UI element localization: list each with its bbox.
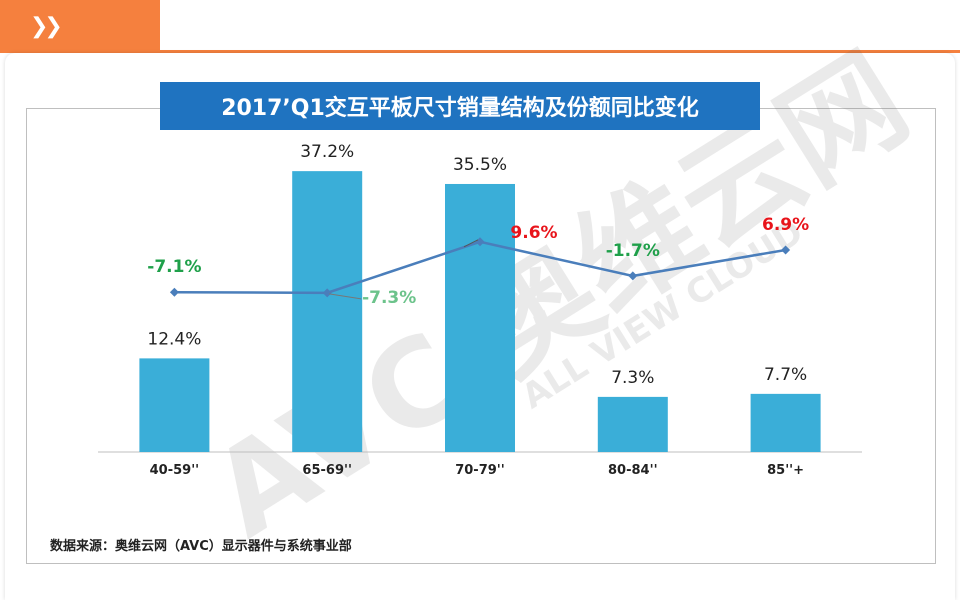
line-value-label: 6.9% bbox=[762, 215, 809, 235]
label-leader-line bbox=[463, 239, 479, 248]
x-tick-label: 85''+ bbox=[767, 463, 804, 478]
bar-value-label: 35.5% bbox=[453, 155, 507, 175]
line-point bbox=[628, 271, 638, 281]
double-chevron-right-icon: ❯❯ bbox=[30, 14, 63, 39]
bar bbox=[445, 183, 515, 452]
x-tick-label: 80-84'' bbox=[608, 463, 658, 478]
bar bbox=[292, 171, 363, 452]
line-point bbox=[169, 287, 179, 297]
source-note: 数据来源：奥维云网（AVC）显示器件与系统事业部 bbox=[50, 539, 352, 554]
x-tick-label: 65-69'' bbox=[302, 463, 352, 478]
line-series bbox=[169, 237, 791, 298]
bar bbox=[139, 358, 210, 452]
x-tick-label: 70-79'' bbox=[455, 463, 505, 478]
line-value-label: -1.7% bbox=[606, 241, 660, 261]
line-point bbox=[322, 288, 332, 298]
x-ticks: 40-59'' 65-69'' 70-79'' 80-84'' 85''+ bbox=[150, 463, 804, 478]
label-leader-line bbox=[329, 293, 362, 300]
bar-labels: 12.4% 37.2% 35.5% 7.3% 7.7% bbox=[147, 142, 807, 388]
bar bbox=[750, 393, 821, 452]
header-divider bbox=[0, 50, 960, 53]
line-labels: -7.1% -7.3% 9.6% -1.7% 6.9% bbox=[147, 215, 809, 308]
line-point bbox=[781, 245, 791, 255]
line-value-label: 9.6% bbox=[510, 223, 557, 243]
bar-value-label: 37.2% bbox=[300, 142, 354, 162]
bar-value-label: 7.7% bbox=[764, 365, 807, 385]
bars bbox=[139, 171, 821, 452]
line-value-label: -7.1% bbox=[147, 257, 201, 277]
chart-title: 2017’Q1交互平板尺寸销量结构及份额同比变化 bbox=[160, 82, 760, 130]
bar bbox=[597, 396, 668, 452]
line-value-label: -7.3% bbox=[362, 288, 416, 308]
x-tick-label: 40-59'' bbox=[150, 463, 200, 478]
bar-value-label: 12.4% bbox=[147, 329, 201, 349]
header-tab: ❯❯ bbox=[0, 0, 160, 50]
bar-value-label: 7.3% bbox=[611, 368, 654, 388]
